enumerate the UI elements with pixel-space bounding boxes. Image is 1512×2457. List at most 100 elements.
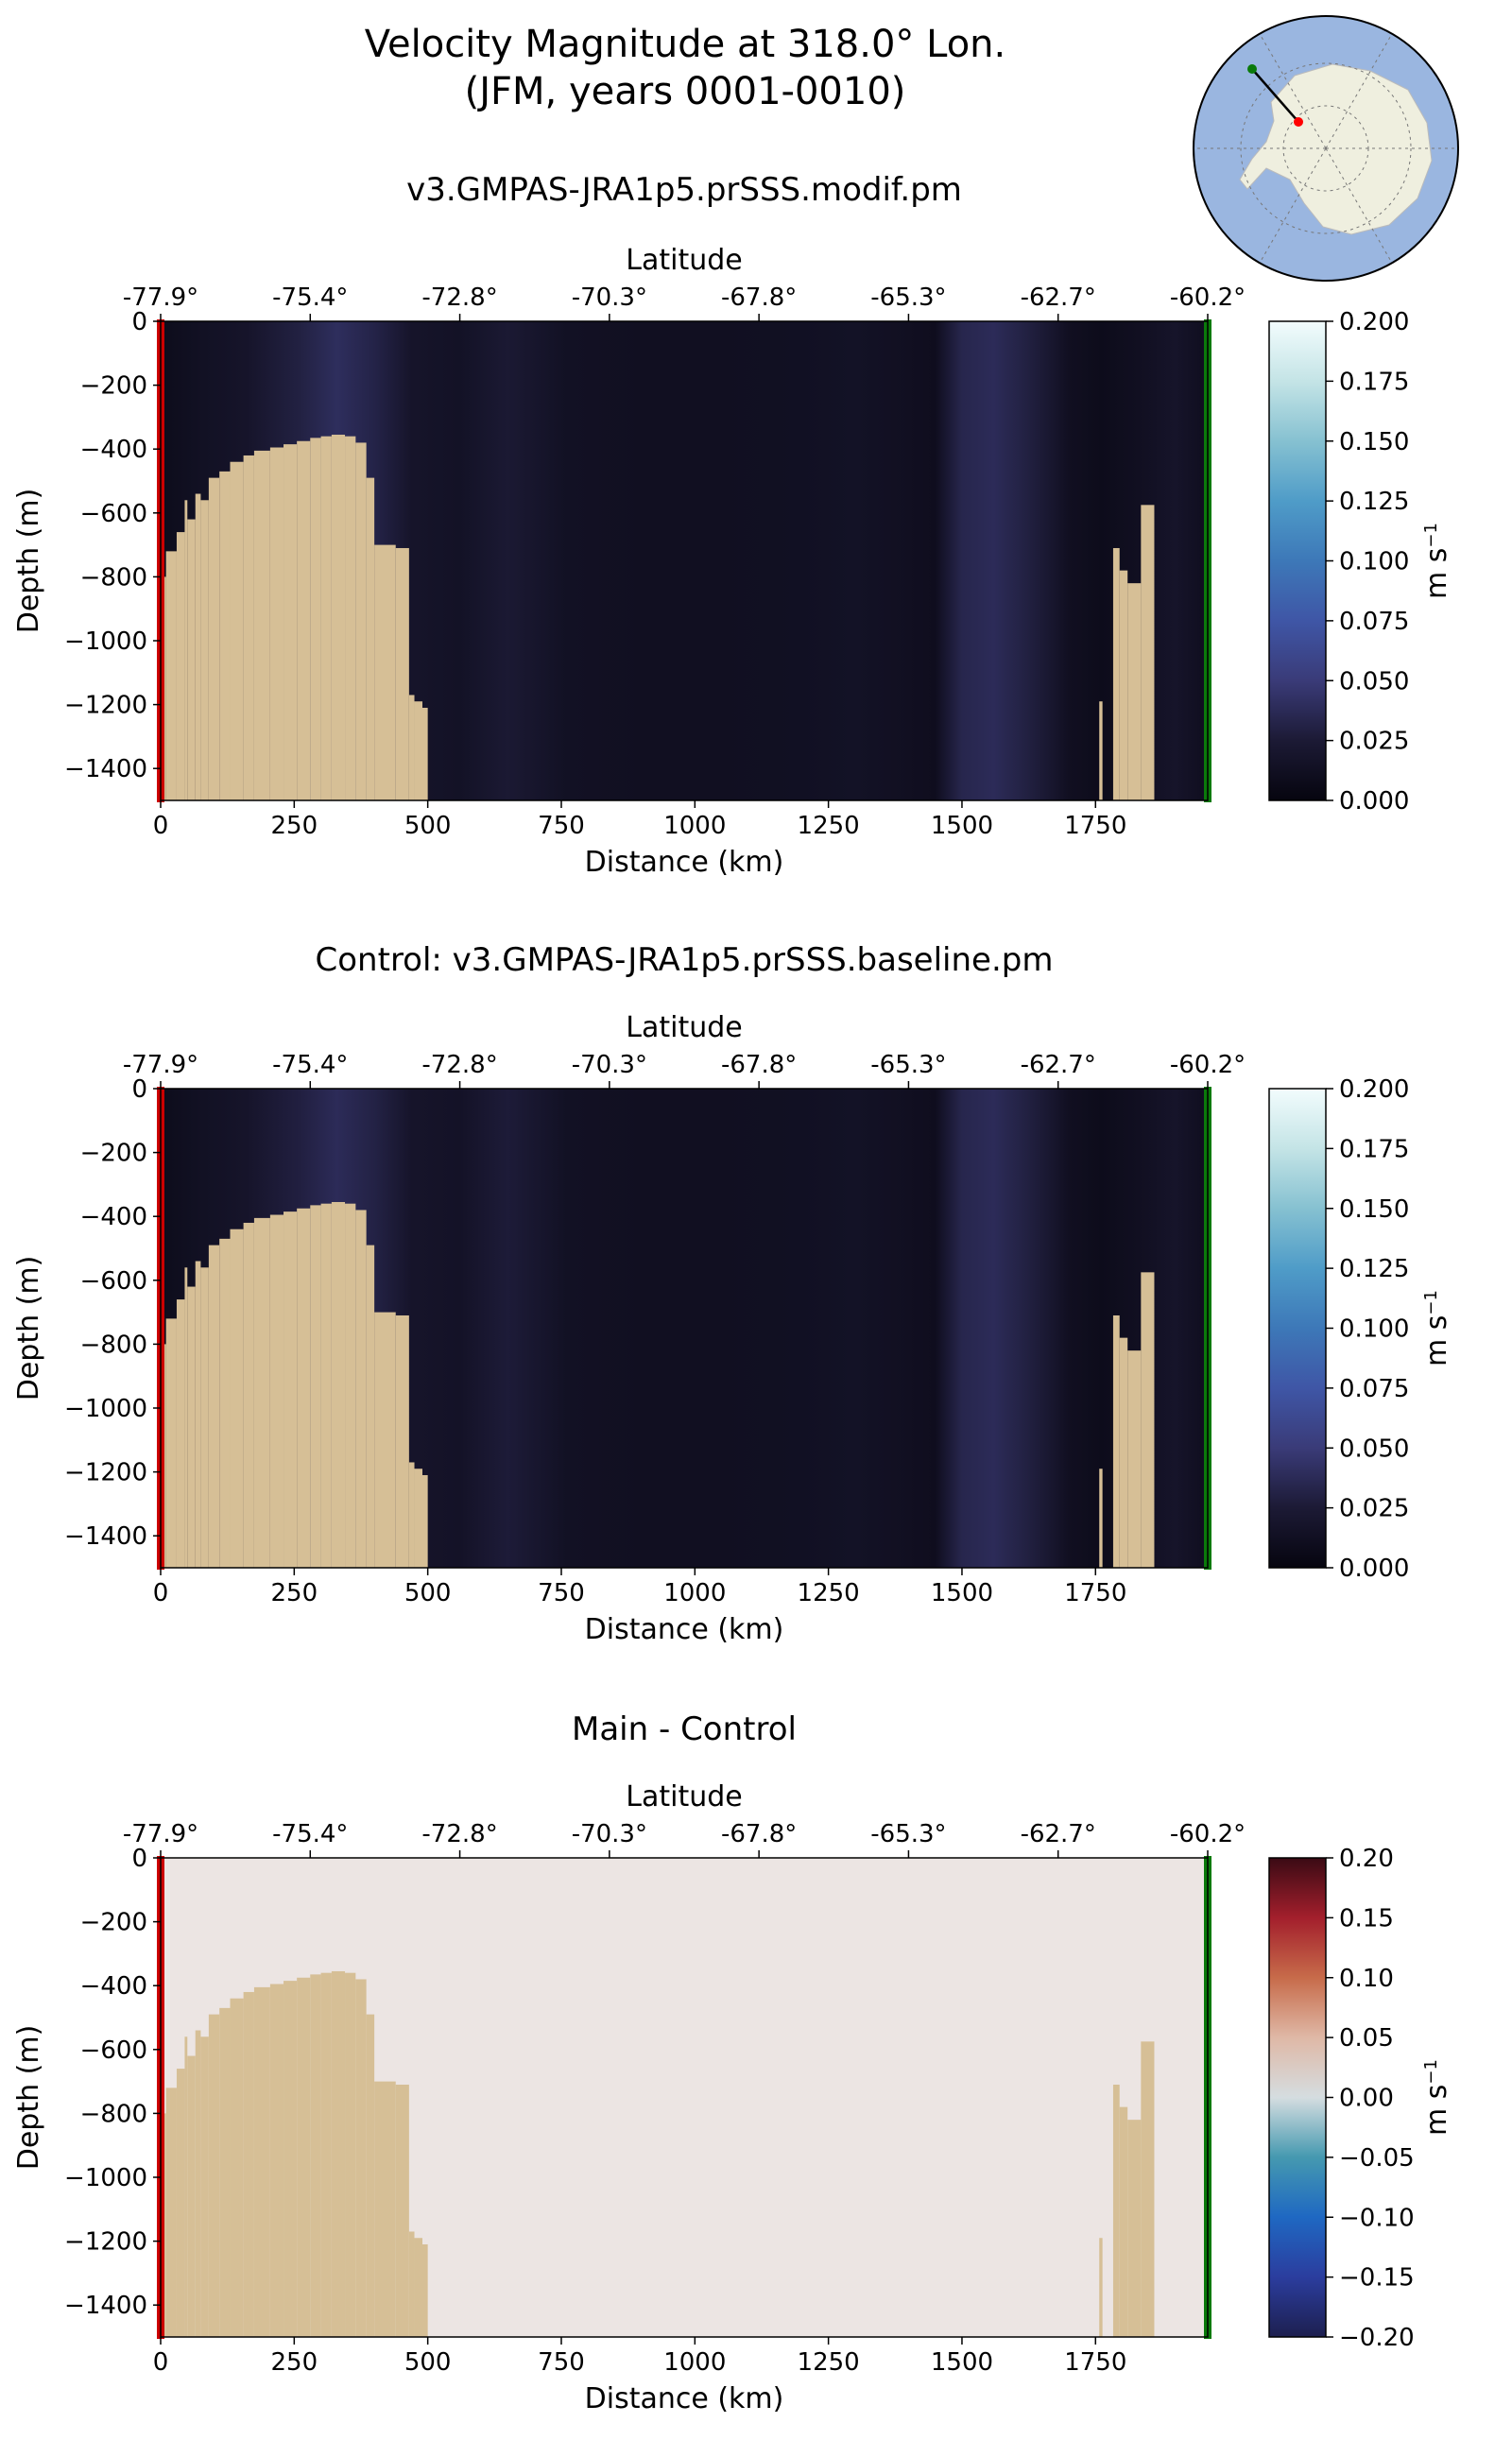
colorbar-tick-label: −0.05 [1339, 2144, 1415, 2173]
bathymetry-segment [414, 1469, 422, 1568]
bathymetry-segment [320, 1203, 332, 1568]
bathymetry-segment [355, 442, 367, 800]
plot-frame [160, 1088, 1209, 1569]
y-tick-label: 0 [131, 1845, 147, 1873]
bathymetry-segment [1127, 583, 1142, 800]
x-tick-label: 250 [271, 812, 318, 840]
bathymetry-segment [374, 2081, 396, 2337]
colorbar-tick-label: 0.125 [1339, 1255, 1409, 1283]
bathymetry-segment [219, 471, 231, 800]
colorbar-tick-label: 0.15 [1339, 1904, 1394, 1933]
lat-tick-label: -60.2° [1170, 284, 1246, 312]
y-tick-label: 0 [131, 1075, 147, 1104]
colorbar-label-exponent: −1 [1421, 2059, 1441, 2085]
colorbar-tick-label: 0.05 [1339, 2024, 1394, 2053]
bathymetry-segment [320, 1972, 332, 2337]
colorbar-tick-label: 0.200 [1339, 1075, 1409, 1104]
lat-tick-label: -67.8° [721, 1051, 797, 1079]
colorbar [1268, 1857, 1327, 2338]
y-tick-label: −200 [80, 1909, 147, 1937]
lat-tick-label: -62.7° [1021, 1820, 1096, 1848]
bathymetry-segment [1127, 1350, 1142, 1568]
y-tick-label: −1000 [64, 2164, 147, 2192]
y-tick-label: −400 [80, 436, 147, 464]
bathymetry-segment [422, 1474, 428, 1568]
inset-map [1193, 15, 1459, 282]
colorbar-tick-label: 0.075 [1339, 608, 1409, 636]
x-tick-label: 750 [538, 812, 585, 840]
bathymetry-segment [230, 1998, 244, 2337]
y-tick-label: −400 [80, 1203, 147, 1231]
bathymetry-segment [208, 477, 220, 800]
bathymetry-segment [1119, 1337, 1128, 1568]
colorbar-tick-label: 0.000 [1339, 1555, 1409, 1583]
bathymetry-segment [310, 1974, 321, 2337]
colorbar-tick-label: 0.100 [1339, 548, 1409, 576]
lat-tick-label: -67.8° [721, 1820, 797, 1848]
y-tick-label: −1200 [64, 2228, 147, 2257]
x-tick-label: 500 [404, 812, 452, 840]
bathymetry-segment [195, 2030, 201, 2337]
bathymetry-segment [1099, 701, 1103, 800]
bathymetry-segment [176, 532, 185, 800]
x-tick-label: 1000 [663, 2348, 726, 2377]
y-tick-label: −400 [80, 1972, 147, 2001]
colorbar-label: m s−1 [1420, 523, 1453, 599]
bathymetry-segment [200, 1267, 209, 1568]
lat-tick-label: -62.7° [1021, 1051, 1096, 1079]
x-tick-label: 0 [153, 812, 169, 840]
x-tick-label: 1750 [1064, 2348, 1126, 2377]
y-tick-label: −1000 [64, 627, 147, 656]
bathymetry-segment [184, 500, 188, 800]
bathymetry-segment [269, 1214, 284, 1568]
y-tick-label: −1200 [64, 692, 147, 720]
bathymetry-segment [297, 440, 311, 800]
bathymetry-segment [345, 436, 356, 800]
panel-control: Control: v3.GMPAS-JRA1p5.prSSS.baseline.… [12, 941, 1453, 1646]
bathymetry-segment [297, 1208, 311, 1568]
x-axis-label: Distance (km) [585, 1613, 784, 1646]
bathymetry-segment [422, 2243, 428, 2337]
plot-frame [160, 320, 1209, 801]
x-tick-label: 1250 [798, 2348, 860, 2377]
lat-tick-label: -75.4° [272, 1051, 348, 1079]
colorbar-tick-label: 0.050 [1339, 1435, 1409, 1463]
y-tick-label: −800 [80, 2100, 147, 2128]
bathymetry-segment [395, 2084, 409, 2337]
map-meridian [1259, 147, 1327, 264]
bathymetry-segment [297, 1977, 311, 2337]
colorbar-tick-label: 0.075 [1339, 1375, 1409, 1403]
bathymetry-segment [284, 1211, 298, 1568]
x-tick-label: 1250 [798, 1579, 860, 1607]
bathymetry-segment [230, 1228, 244, 1568]
colorbar-tick-label: 0.125 [1339, 488, 1409, 516]
y-tick-label: −1400 [64, 1522, 147, 1551]
bathymetry-segment [184, 2036, 188, 2337]
colorbar-tick-label: 0.150 [1339, 428, 1409, 456]
bathymetry-segment [184, 1267, 188, 1568]
bathymetry-segment [1112, 1314, 1120, 1568]
bathymetry-segment [395, 547, 409, 800]
bathymetry-segment [1119, 2106, 1128, 2337]
bathymetry-segment [219, 2007, 231, 2337]
lat-tick-label: -75.4° [272, 1820, 348, 1848]
panel-difference: Main - Control 0 250 500 750 1000 1250 1500 1750… [12, 1710, 1453, 2415]
lat-tick-label: -60.2° [1170, 1820, 1246, 1848]
bathymetry-segment [331, 1970, 346, 2337]
bathymetry-segment [1112, 2084, 1120, 2337]
lat-tick-label: -75.4° [272, 284, 348, 312]
y-tick-label: −1200 [64, 1459, 147, 1487]
map-meridian [1259, 33, 1327, 149]
x-axis-label: Distance (km) [585, 846, 784, 879]
bathymetry-segment [1112, 547, 1120, 800]
bathymetry-segment [408, 1462, 415, 1568]
bathymetry-segment [195, 1261, 201, 1568]
bathymetry-segment [243, 1991, 254, 2337]
panel-title: Control: v3.GMPAS-JRA1p5.prSSS.baseline.… [316, 941, 1054, 979]
map-meridian [1325, 33, 1393, 149]
bathymetry-segment [269, 447, 284, 800]
colorbar-tick-label: 0.10 [1339, 1965, 1394, 1993]
y-axis-label: Depth (m) [12, 489, 45, 634]
x-tick-label: 750 [538, 2348, 585, 2377]
